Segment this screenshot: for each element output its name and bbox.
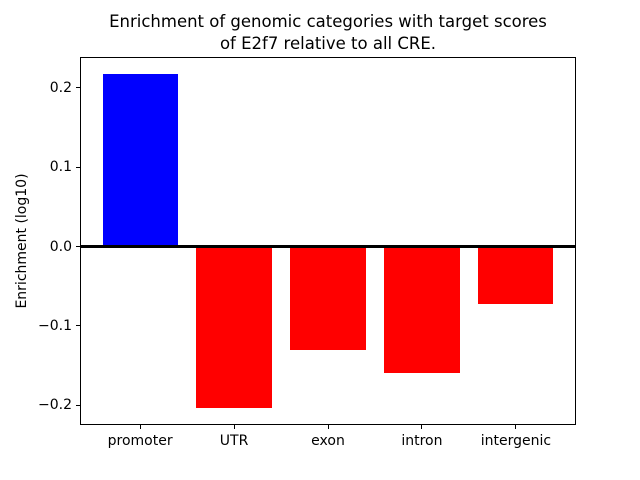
zero-line <box>80 245 576 249</box>
x-tick-mark-UTR <box>233 425 235 429</box>
chart-title: Enrichment of genomic categories with ta… <box>109 12 547 53</box>
bar-promoter <box>102 73 178 247</box>
y-tick-mark <box>76 166 80 168</box>
y-tick-label: 0.0 <box>49 238 72 255</box>
x-tick-mark-intron <box>421 425 423 429</box>
x-tick-mark-intergenic <box>515 425 517 429</box>
x-tick-label-promoter: promoter <box>107 433 173 449</box>
y-tick-label: −0.1 <box>38 317 72 334</box>
y-tick-mark <box>76 246 80 248</box>
y-tick-label: 0.1 <box>49 159 72 176</box>
y-tick-label: −0.2 <box>38 397 72 414</box>
bar-exon <box>290 246 366 351</box>
bar-UTR <box>196 246 272 409</box>
x-tick-label-UTR: UTR <box>219 433 249 449</box>
x-tick-mark-promoter <box>139 425 141 429</box>
x-tick-label-exon: exon <box>311 433 345 449</box>
x-tick-label-intergenic: intergenic <box>480 433 552 449</box>
y-tick-mark <box>76 87 80 89</box>
bar-intergenic <box>478 246 554 304</box>
y-tick-mark <box>76 325 80 327</box>
x-tick-mark-exon <box>327 425 329 429</box>
x-tick-label-intron: intron <box>401 433 443 449</box>
y-tick-label: 0.2 <box>49 79 72 96</box>
y-tick-mark <box>76 404 80 406</box>
bar-intron <box>384 246 460 374</box>
